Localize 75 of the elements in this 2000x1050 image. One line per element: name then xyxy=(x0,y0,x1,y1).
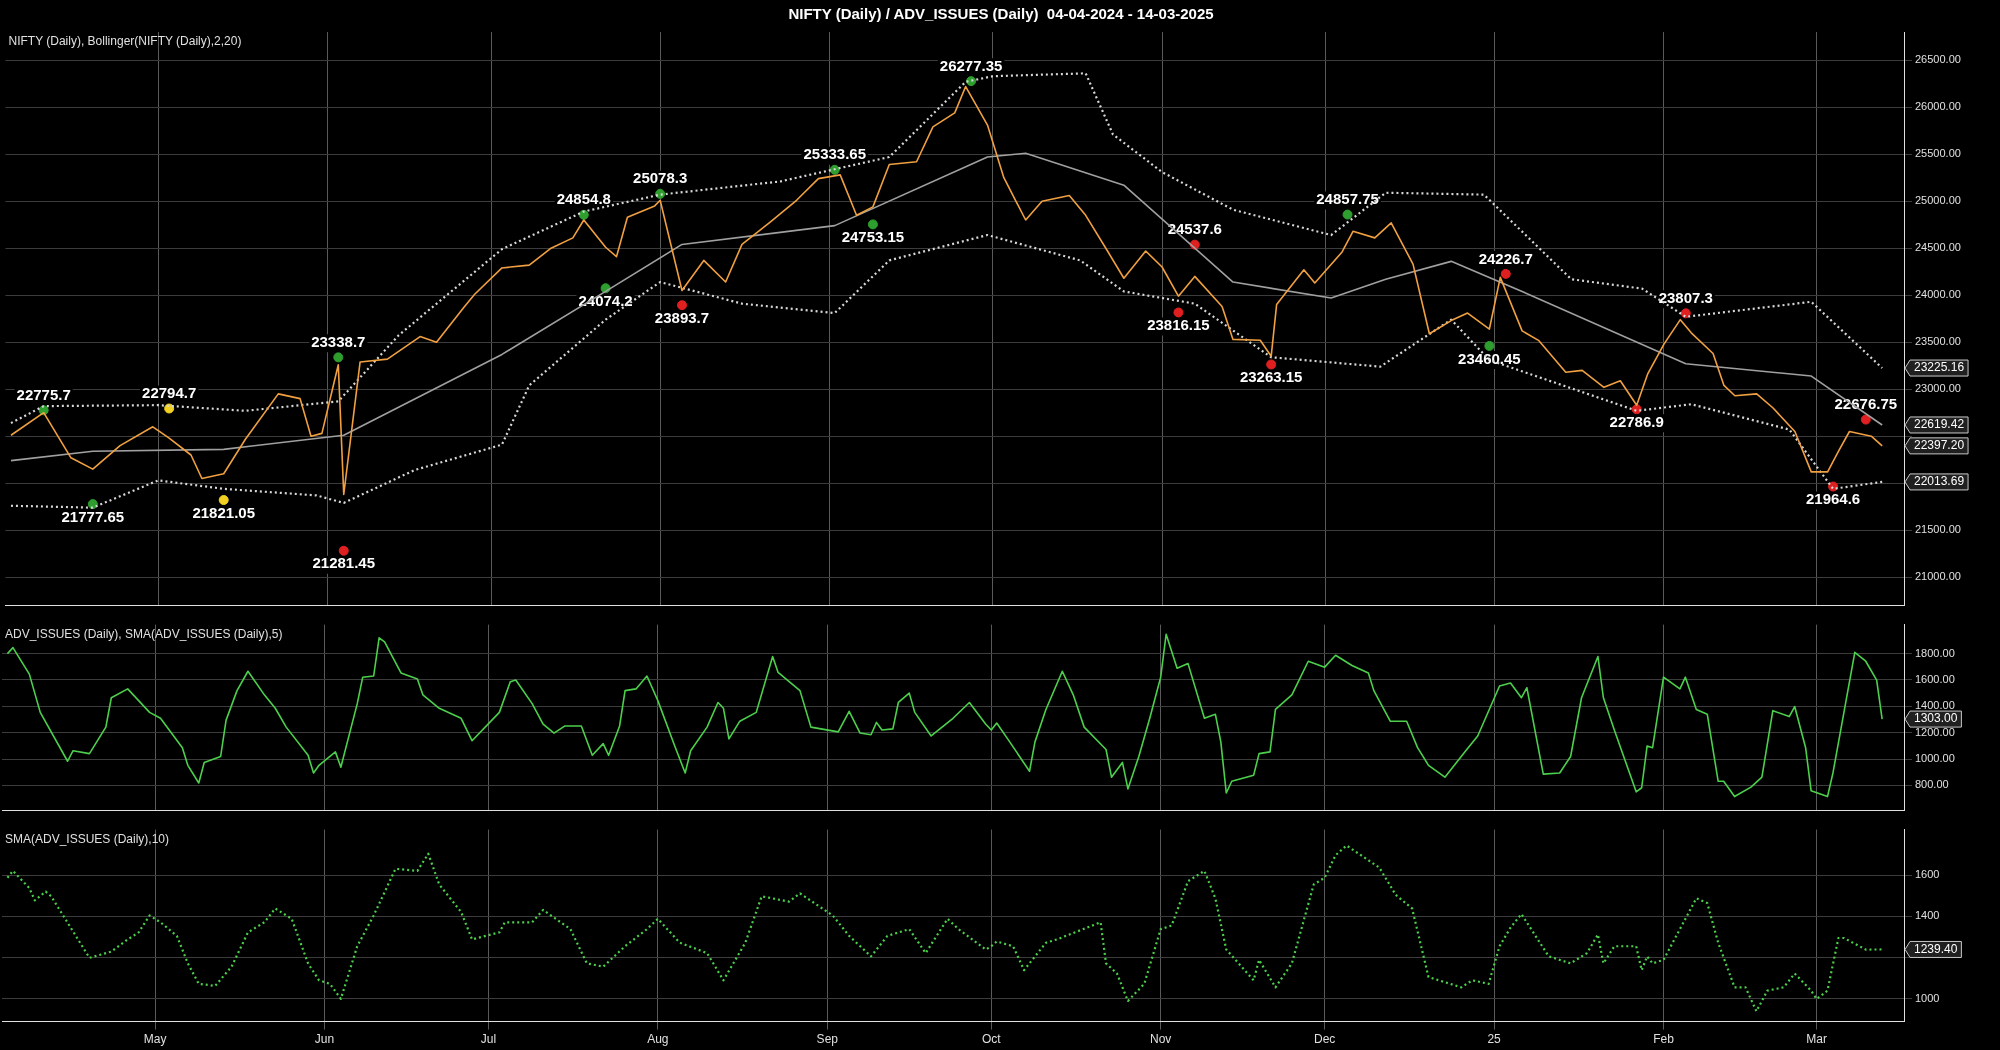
chart-subtitle: SMA(ADV_ISSUES (Daily),10) xyxy=(5,831,170,846)
x-tick-label: Jun xyxy=(314,1032,335,1047)
point xyxy=(1484,340,1495,351)
annotation: 23460.45 xyxy=(1458,349,1521,367)
annotation: 23816.15 xyxy=(1147,316,1210,334)
y-tick-label: 1800.00 xyxy=(1915,646,1955,659)
y-tick-label: 23500.00 xyxy=(1915,335,1961,348)
annotation: 22397.20 xyxy=(1914,438,1965,453)
y-tick-label: 25500.00 xyxy=(1915,147,1961,160)
x-tick-label: Jul xyxy=(480,1032,497,1047)
annotation: 23225.16 xyxy=(1914,360,1965,375)
point xyxy=(1680,308,1691,319)
point xyxy=(218,495,229,506)
annotation: 25078.3 xyxy=(633,169,688,187)
annotation: 24857.75 xyxy=(1316,190,1379,208)
x-tick-label: Sep xyxy=(816,1032,839,1047)
annotation: 21821.05 xyxy=(192,503,256,521)
annotation: 23263.15 xyxy=(1239,368,1303,386)
y-tick-label: 1000 xyxy=(1915,991,1940,1004)
annotation: 25333.65 xyxy=(803,145,867,163)
point xyxy=(338,545,349,556)
y-tick-label: 25000.00 xyxy=(1915,194,1961,207)
y-tick-label: 1000.00 xyxy=(1915,752,1955,765)
y-tick-label: 1400.00 xyxy=(1915,699,1955,712)
y-tick-label: 1400 xyxy=(1915,909,1940,922)
point xyxy=(333,352,344,363)
chart-subtitle: ADV_ISSUES (Daily), SMA(ADV_ISSUES (Daily),5) xyxy=(5,626,283,641)
point xyxy=(1173,307,1184,318)
annotation: 22794.7 xyxy=(142,384,197,402)
annotation: 24753.15 xyxy=(841,228,905,246)
annotation: 22775.7 xyxy=(16,385,71,403)
y-tick-label: 26500.00 xyxy=(1915,53,1961,66)
chart-title: NIFTY (Daily) / ADV_ISSUES (Daily) 04-04-2024 - 14-03-2025 xyxy=(788,5,1214,23)
annotation: 1303.00 xyxy=(1914,711,1958,726)
point xyxy=(1266,359,1277,370)
x-tick-label: 25 xyxy=(1487,1032,1502,1047)
x-tick-label: Aug xyxy=(647,1032,669,1047)
chart-subtitle: NIFTY (Daily), Bollinger(NIFTY (Daily),2,20) xyxy=(8,34,242,49)
y-tick-label: 21500.00 xyxy=(1915,523,1961,536)
annotation: 24226.7 xyxy=(1478,249,1533,267)
point xyxy=(164,403,175,414)
point xyxy=(1342,209,1353,220)
x-tick-label: Dec xyxy=(1313,1032,1336,1047)
annotation: 26277.35 xyxy=(939,56,1003,74)
point xyxy=(676,300,687,311)
point xyxy=(867,219,878,230)
y-tick-label: 21000.00 xyxy=(1915,570,1961,583)
annotation: 21964.6 xyxy=(1805,490,1861,508)
x-tick-label: Feb xyxy=(1653,1032,1675,1047)
annotation: 22786.9 xyxy=(1609,412,1664,430)
annotation: 22619.42 xyxy=(1914,417,1965,432)
annotation: 23893.7 xyxy=(654,308,710,326)
x-tick-label: Nov xyxy=(1150,1032,1172,1047)
y-tick-label: 26000.00 xyxy=(1915,100,1961,113)
y-tick-label: 24500.00 xyxy=(1915,241,1961,254)
annotation: 21777.65 xyxy=(61,507,125,525)
point xyxy=(1500,268,1511,279)
y-tick-label: 800.00 xyxy=(1915,778,1949,791)
annotation: 24854.8 xyxy=(556,190,611,208)
line-series xyxy=(6,844,1884,1013)
annotation: 23338.7 xyxy=(311,333,366,350)
point xyxy=(829,164,840,175)
y-tick-label: 1600.00 xyxy=(1915,672,1955,685)
x-tick-label: Oct xyxy=(981,1032,1002,1047)
annotation: 1239.40 xyxy=(1914,941,1958,956)
annotation: 21281.45 xyxy=(312,554,376,572)
point xyxy=(1860,414,1871,425)
y-tick-label: 1600 xyxy=(1915,868,1940,881)
x-tick-label: Mar xyxy=(1806,1032,1827,1047)
annotation: 23807.3 xyxy=(1658,288,1713,306)
x-tick-label: May xyxy=(143,1032,167,1047)
y-tick-label: 24000.00 xyxy=(1915,288,1961,301)
y-tick-label: 1200.00 xyxy=(1915,725,1955,738)
annotation: 22013.69 xyxy=(1914,474,1965,489)
y-tick-label: 23000.00 xyxy=(1915,382,1961,395)
